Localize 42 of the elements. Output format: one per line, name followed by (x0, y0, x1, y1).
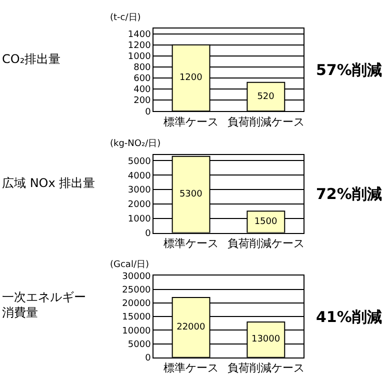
y-tick-label: 0 (145, 228, 152, 239)
y-tick-label: 4000 (128, 171, 152, 182)
y-tick-label: 15000 (122, 312, 152, 323)
x-tick-label: 負荷削減ケース (227, 115, 304, 128)
data-label: 22000 (176, 322, 206, 332)
data-label: 13000 (251, 334, 280, 345)
text: 57%削減 (316, 61, 382, 79)
y-tick-label: 1200 (128, 41, 152, 52)
data-label: 520 (257, 92, 275, 102)
y-tick-label: 1000 (128, 214, 152, 225)
x-tick-label: 負荷削減ケース (227, 362, 304, 375)
data-label: 5300 (179, 190, 203, 200)
x-tick-label: 標準ケース (164, 115, 219, 128)
y-tick-label: 0 (145, 107, 152, 118)
y-axis-title: (t-c/日) (110, 13, 141, 23)
y-tick-label: 0 (145, 354, 152, 364)
y-axis-title: (kg-NO₂/日) (110, 139, 161, 149)
y-tick-label: 3000 (128, 186, 152, 196)
text: 一次エネルギー消費量 (2, 290, 86, 320)
y-tick-label: 20000 (122, 299, 152, 310)
data-label: 1200 (179, 72, 203, 83)
y-tick-label: 1000 (128, 52, 152, 62)
y-tick-label: 5000 (128, 340, 152, 350)
x-tick-label: 標準ケース (164, 237, 219, 250)
y-axis-title: (Gcal/日) (110, 260, 149, 270)
y-tick-label: 400 (134, 85, 152, 96)
x-tick-label: 標準ケース (164, 362, 219, 375)
x-tick-label: 負荷削減ケース (227, 237, 304, 250)
y-tick-label: 800 (134, 63, 152, 74)
text: 41%削減 (316, 308, 382, 326)
text: 広域 NOx 排出量 (2, 176, 96, 190)
y-tick-label: 2000 (128, 200, 152, 210)
y-tick-label: 25000 (122, 285, 152, 296)
y-tick-label: 5000 (128, 156, 152, 167)
y-tick-label: 200 (134, 96, 152, 106)
text: 72%削減 (316, 185, 382, 203)
text: CO₂排出量 (2, 52, 61, 66)
data-label: 1500 (254, 216, 278, 227)
y-tick-label: 1400 (128, 30, 152, 40)
y-tick-label: 10000 (122, 326, 152, 336)
y-tick-label: 30000 (122, 272, 152, 282)
y-tick-label: 600 (134, 74, 152, 84)
